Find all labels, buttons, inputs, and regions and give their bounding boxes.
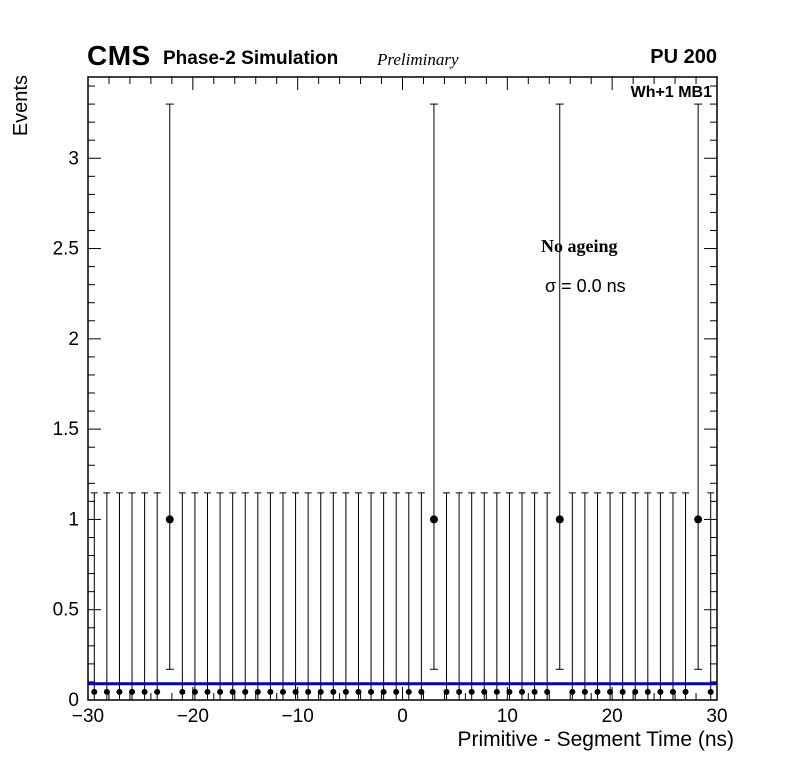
simulation-subtitle: Phase-2 Simulation: [163, 48, 339, 69]
svg-text:2: 2: [68, 329, 79, 350]
ageing-annotation: No ageing: [541, 236, 618, 256]
error-bars: [90, 103, 715, 700]
svg-text:−30: −30: [72, 706, 104, 727]
svg-text:10: 10: [497, 706, 518, 727]
svg-text:3: 3: [68, 148, 79, 169]
data-markers: [91, 515, 714, 695]
svg-text:0.5: 0.5: [53, 600, 79, 621]
svg-text:2.5: 2.5: [53, 239, 79, 260]
cms-logo-text: CMS: [87, 40, 151, 71]
svg-text:20: 20: [602, 706, 623, 727]
preliminary-label: Preliminary: [377, 50, 459, 69]
x-axis-title: Primitive - Segment Time (ns): [457, 728, 734, 751]
y-axis-title: Events: [10, 75, 32, 137]
sigma-annotation: σ = 0.0 ns: [545, 276, 626, 296]
svg-text:30: 30: [706, 706, 727, 727]
svg-text:−10: −10: [282, 706, 314, 727]
svg-text:0: 0: [68, 690, 79, 711]
pileup-label: PU 200: [650, 46, 717, 68]
svg-text:1.5: 1.5: [53, 419, 79, 440]
svg-text:−20: −20: [177, 706, 209, 727]
svg-text:0: 0: [397, 706, 408, 727]
axis-ticks: [87, 77, 718, 701]
axis-tick-labels: −30 −20 −10 0 10 20 30 0 0.5 1 1.5 2 2.5 3: [53, 148, 728, 727]
svg-text:1: 1: [68, 509, 79, 530]
wheel-station-label: Wh+1 MB1: [630, 84, 712, 101]
